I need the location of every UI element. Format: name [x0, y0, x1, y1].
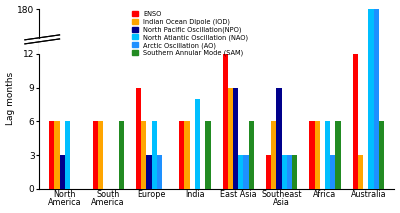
Bar — [184, 121, 190, 189]
Bar — [146, 155, 152, 189]
Bar — [65, 121, 70, 189]
Bar — [325, 121, 330, 189]
Bar — [249, 121, 254, 189]
Bar — [233, 88, 238, 189]
Bar — [228, 88, 233, 189]
Bar — [276, 88, 282, 189]
Bar — [98, 121, 103, 189]
Bar — [266, 155, 271, 189]
Bar — [238, 155, 244, 189]
Bar — [353, 54, 358, 189]
Y-axis label: Lag months: Lag months — [6, 72, 14, 125]
Bar — [136, 88, 141, 189]
Bar — [39, 39, 60, 53]
Bar — [310, 121, 315, 189]
Bar — [49, 121, 54, 189]
Bar — [315, 121, 320, 189]
Bar — [358, 155, 363, 189]
Bar — [152, 121, 157, 189]
Bar — [157, 155, 162, 189]
Bar — [60, 155, 65, 189]
Bar — [244, 155, 249, 189]
Bar — [118, 121, 124, 189]
Bar — [223, 54, 228, 189]
Bar — [205, 121, 210, 189]
Bar — [368, 9, 374, 189]
Bar — [292, 155, 297, 189]
Bar — [282, 155, 287, 189]
Bar — [271, 121, 276, 189]
Bar — [287, 155, 292, 189]
Bar — [54, 121, 60, 189]
Legend: ENSO, Indian Ocean Dipole (IOD), North Pacific Oscillation(NPO), North Atlantic : ENSO, Indian Ocean Dipole (IOD), North P… — [131, 11, 249, 57]
Bar — [379, 121, 384, 189]
Bar — [141, 121, 146, 189]
Bar — [179, 121, 184, 189]
Bar — [92, 121, 98, 189]
Bar — [336, 121, 341, 189]
Bar — [374, 9, 379, 189]
Bar — [195, 99, 200, 189]
Bar — [330, 155, 336, 189]
